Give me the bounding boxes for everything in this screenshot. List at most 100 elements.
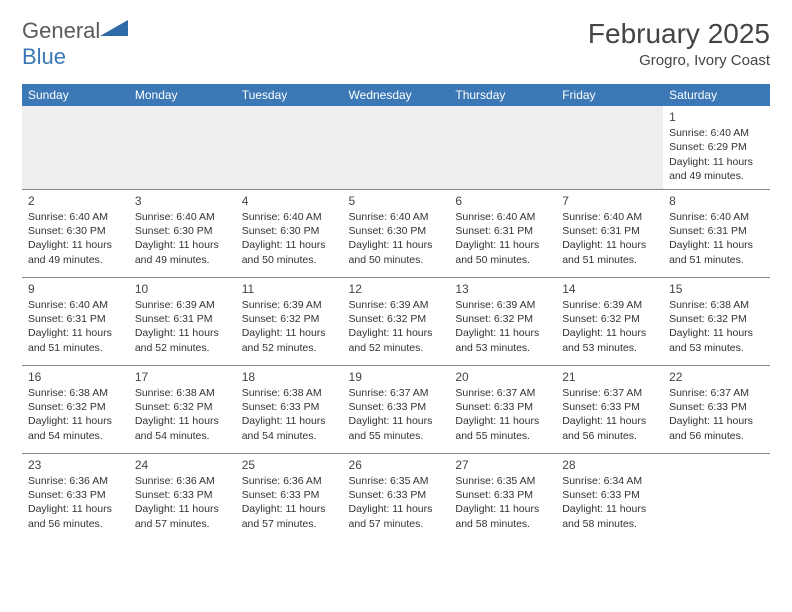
logo: General Blue — [22, 18, 128, 70]
daylight-text: Daylight: 11 hours and 51 minutes. — [562, 238, 657, 266]
sunrise-text: Sunrise: 6:40 AM — [28, 298, 123, 312]
daylight-text: Daylight: 11 hours and 58 minutes. — [562, 502, 657, 530]
daylight-text: Daylight: 11 hours and 56 minutes. — [28, 502, 123, 530]
day-number: 5 — [349, 193, 444, 209]
day-header-row: Sunday Monday Tuesday Wednesday Thursday… — [22, 84, 770, 106]
day-header: Saturday — [663, 84, 770, 106]
month-title: February 2025 — [588, 18, 770, 50]
logo-text: General Blue — [22, 18, 128, 70]
daylight-text: Daylight: 11 hours and 51 minutes. — [28, 326, 123, 354]
sunrise-text: Sunrise: 6:39 AM — [455, 298, 550, 312]
calendar-cell: 12Sunrise: 6:39 AMSunset: 6:32 PMDayligh… — [343, 277, 450, 365]
calendar-cell: 1Sunrise: 6:40 AMSunset: 6:29 PMDaylight… — [663, 106, 770, 189]
sunset-text: Sunset: 6:32 PM — [135, 400, 230, 414]
sunrise-text: Sunrise: 6:39 AM — [135, 298, 230, 312]
sunset-text: Sunset: 6:30 PM — [28, 224, 123, 238]
calendar-cell: 14Sunrise: 6:39 AMSunset: 6:32 PMDayligh… — [556, 277, 663, 365]
sunset-text: Sunset: 6:32 PM — [242, 312, 337, 326]
daylight-text: Daylight: 11 hours and 56 minutes. — [669, 414, 764, 442]
calendar-cell: 7Sunrise: 6:40 AMSunset: 6:31 PMDaylight… — [556, 189, 663, 277]
calendar-cell: 27Sunrise: 6:35 AMSunset: 6:33 PMDayligh… — [449, 453, 556, 541]
sunset-text: Sunset: 6:33 PM — [349, 400, 444, 414]
day-header: Wednesday — [343, 84, 450, 106]
sunrise-text: Sunrise: 6:40 AM — [242, 210, 337, 224]
daylight-text: Daylight: 11 hours and 52 minutes. — [349, 326, 444, 354]
daylight-text: Daylight: 11 hours and 49 minutes. — [28, 238, 123, 266]
sunrise-text: Sunrise: 6:39 AM — [242, 298, 337, 312]
sunset-text: Sunset: 6:31 PM — [669, 224, 764, 238]
sunrise-text: Sunrise: 6:40 AM — [28, 210, 123, 224]
calendar-row: 16Sunrise: 6:38 AMSunset: 6:32 PMDayligh… — [22, 365, 770, 453]
sunrise-text: Sunrise: 6:38 AM — [242, 386, 337, 400]
day-number: 24 — [135, 457, 230, 473]
day-number: 15 — [669, 281, 764, 297]
sunset-text: Sunset: 6:32 PM — [562, 312, 657, 326]
sunset-text: Sunset: 6:33 PM — [562, 400, 657, 414]
day-number: 8 — [669, 193, 764, 209]
calendar-cell: 11Sunrise: 6:39 AMSunset: 6:32 PMDayligh… — [236, 277, 343, 365]
sunset-text: Sunset: 6:33 PM — [455, 488, 550, 502]
sunset-text: Sunset: 6:31 PM — [28, 312, 123, 326]
day-number: 2 — [28, 193, 123, 209]
day-number: 21 — [562, 369, 657, 385]
day-number: 1 — [669, 109, 764, 125]
day-number: 9 — [28, 281, 123, 297]
sunset-text: Sunset: 6:33 PM — [242, 400, 337, 414]
day-header: Friday — [556, 84, 663, 106]
daylight-text: Daylight: 11 hours and 50 minutes. — [349, 238, 444, 266]
day-header: Tuesday — [236, 84, 343, 106]
day-number: 27 — [455, 457, 550, 473]
calendar-cell: 20Sunrise: 6:37 AMSunset: 6:33 PMDayligh… — [449, 365, 556, 453]
calendar-row: 1Sunrise: 6:40 AMSunset: 6:29 PMDaylight… — [22, 106, 770, 189]
sunset-text: Sunset: 6:33 PM — [455, 400, 550, 414]
daylight-text: Daylight: 11 hours and 56 minutes. — [562, 414, 657, 442]
calendar-row: 9Sunrise: 6:40 AMSunset: 6:31 PMDaylight… — [22, 277, 770, 365]
calendar-cell — [236, 106, 343, 189]
day-number: 12 — [349, 281, 444, 297]
daylight-text: Daylight: 11 hours and 54 minutes. — [242, 414, 337, 442]
calendar-cell: 8Sunrise: 6:40 AMSunset: 6:31 PMDaylight… — [663, 189, 770, 277]
sunset-text: Sunset: 6:29 PM — [669, 140, 764, 154]
sunset-text: Sunset: 6:30 PM — [135, 224, 230, 238]
sunrise-text: Sunrise: 6:38 AM — [669, 298, 764, 312]
day-number: 11 — [242, 281, 337, 297]
sunset-text: Sunset: 6:33 PM — [242, 488, 337, 502]
daylight-text: Daylight: 11 hours and 54 minutes. — [135, 414, 230, 442]
day-number: 26 — [349, 457, 444, 473]
calendar-cell: 4Sunrise: 6:40 AMSunset: 6:30 PMDaylight… — [236, 189, 343, 277]
day-number: 3 — [135, 193, 230, 209]
sunset-text: Sunset: 6:31 PM — [562, 224, 657, 238]
logo-triangle-icon — [100, 18, 128, 38]
calendar-cell: 25Sunrise: 6:36 AMSunset: 6:33 PMDayligh… — [236, 453, 343, 541]
day-number: 14 — [562, 281, 657, 297]
sunrise-text: Sunrise: 6:34 AM — [562, 474, 657, 488]
daylight-text: Daylight: 11 hours and 58 minutes. — [455, 502, 550, 530]
calendar-cell: 21Sunrise: 6:37 AMSunset: 6:33 PMDayligh… — [556, 365, 663, 453]
calendar-cell: 3Sunrise: 6:40 AMSunset: 6:30 PMDaylight… — [129, 189, 236, 277]
daylight-text: Daylight: 11 hours and 53 minutes. — [455, 326, 550, 354]
sunset-text: Sunset: 6:33 PM — [28, 488, 123, 502]
daylight-text: Daylight: 11 hours and 57 minutes. — [242, 502, 337, 530]
day-number: 16 — [28, 369, 123, 385]
day-number: 19 — [349, 369, 444, 385]
calendar-cell: 9Sunrise: 6:40 AMSunset: 6:31 PMDaylight… — [22, 277, 129, 365]
calendar-cell: 23Sunrise: 6:36 AMSunset: 6:33 PMDayligh… — [22, 453, 129, 541]
day-number: 25 — [242, 457, 337, 473]
sunrise-text: Sunrise: 6:36 AM — [28, 474, 123, 488]
daylight-text: Daylight: 11 hours and 52 minutes. — [135, 326, 230, 354]
daylight-text: Daylight: 11 hours and 49 minutes. — [669, 155, 764, 183]
sunrise-text: Sunrise: 6:40 AM — [455, 210, 550, 224]
daylight-text: Daylight: 11 hours and 57 minutes. — [135, 502, 230, 530]
sunset-text: Sunset: 6:32 PM — [349, 312, 444, 326]
calendar-cell — [449, 106, 556, 189]
calendar-row: 23Sunrise: 6:36 AMSunset: 6:33 PMDayligh… — [22, 453, 770, 541]
calendar-cell: 17Sunrise: 6:38 AMSunset: 6:32 PMDayligh… — [129, 365, 236, 453]
logo-word2: Blue — [22, 44, 66, 69]
sunset-text: Sunset: 6:32 PM — [28, 400, 123, 414]
day-number: 20 — [455, 369, 550, 385]
sunset-text: Sunset: 6:31 PM — [455, 224, 550, 238]
daylight-text: Daylight: 11 hours and 57 minutes. — [349, 502, 444, 530]
daylight-text: Daylight: 11 hours and 51 minutes. — [669, 238, 764, 266]
sunrise-text: Sunrise: 6:38 AM — [28, 386, 123, 400]
sunrise-text: Sunrise: 6:36 AM — [135, 474, 230, 488]
